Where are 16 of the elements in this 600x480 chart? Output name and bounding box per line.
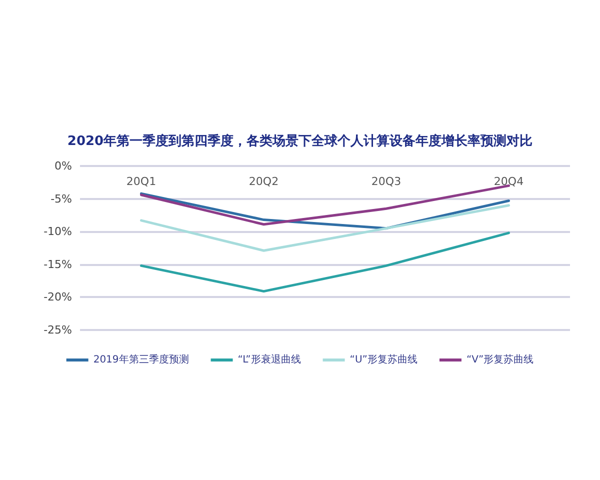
y-tick-label: 0% (54, 160, 72, 172)
chart-title: 2020年第一季度到第四季度，各类场景下全球个人计算设备年度增长率预测对比 (67, 133, 533, 149)
x-tick-label: 20Q2 (248, 175, 279, 188)
x-tick-label: 20Q1 (126, 175, 156, 188)
y-tick-label: -15% (44, 258, 72, 271)
y-tick-label: -5% (50, 192, 72, 206)
legend-label: “V”形复苏曲线 (466, 354, 534, 366)
legend-label: “U”形复苏曲线 (350, 354, 418, 366)
x-tick-label: 20Q4 (494, 175, 524, 188)
y-tick-label: -10% (44, 225, 72, 238)
y-tick-label: -20% (44, 290, 72, 304)
legend-label: 2019年第三季度预测 (93, 354, 189, 366)
x-tick-label: 20Q3 (371, 175, 402, 188)
legend-label: “L”形衰退曲线 (238, 354, 301, 366)
line-series (140, 204, 510, 252)
y-tick-label: -25% (44, 324, 72, 336)
